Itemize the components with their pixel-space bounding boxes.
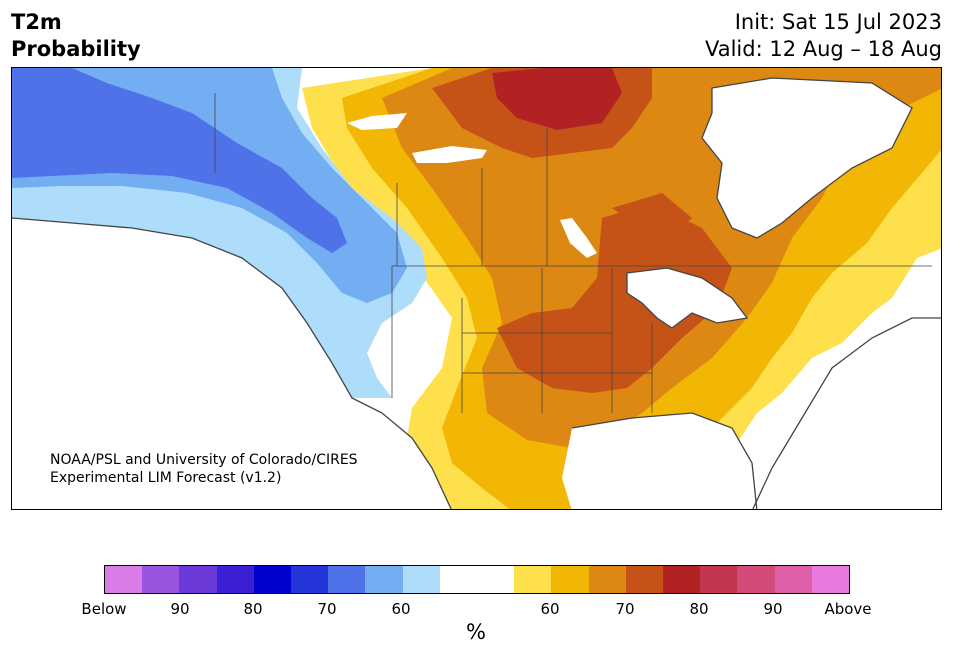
- credit-line-2: Experimental LIM Forecast (v1.2): [50, 470, 282, 486]
- colorbar-tick-label: Below: [81, 600, 127, 618]
- colorbar-cell: [588, 566, 626, 593]
- credit-line-1: NOAA/PSL and University of Colorado/CIRE…: [50, 452, 358, 468]
- great-lakes: [627, 268, 747, 328]
- colorbar-cell: [402, 566, 440, 593]
- great-bear-lake: [347, 113, 407, 130]
- colorbar-cell: [625, 566, 664, 593]
- colorbar-cell: [253, 566, 292, 593]
- colorbar-cell: [328, 566, 366, 593]
- colorbar-cell: [105, 566, 143, 593]
- forecast-dates: Init: Sat 15 Jul 2023 Valid: 12 Aug – 18…: [705, 9, 942, 63]
- cool-region-70: [12, 68, 347, 253]
- great-slave-lake: [412, 146, 487, 163]
- colorbar-cell: [811, 566, 850, 593]
- warm-region-75-central: [497, 203, 732, 393]
- probability-map: NOAA/PSL and University of Colorado/CIRE…: [12, 68, 941, 509]
- lake-winnipeg: [560, 218, 597, 258]
- colorbar-cell: [142, 566, 180, 593]
- coastlines: [12, 77, 941, 509]
- colorbar-tick-label: 80: [689, 600, 709, 618]
- colorbar-cell: [477, 566, 515, 593]
- colorbar-cell: [774, 566, 812, 593]
- colorbar-unit-label: %: [466, 620, 486, 644]
- title-quantity: Probability: [11, 37, 141, 61]
- colorbar-cell: [663, 566, 701, 593]
- colorbar-cell: [216, 566, 254, 593]
- map-credit: NOAA/PSL and University of Colorado/CIRE…: [50, 451, 358, 487]
- colorbar-cell: [700, 566, 738, 593]
- atlantic-ocean: [752, 318, 941, 509]
- probability-colorbar: [104, 565, 850, 594]
- colorbar-tick-label: 80: [243, 600, 263, 618]
- hudson-bay: [702, 78, 912, 238]
- init-date: Init: Sat 15 Jul 2023: [734, 10, 942, 34]
- colorbar-cell: [551, 566, 589, 593]
- map-panel: NOAA/PSL and University of Colorado/CIRE…: [11, 67, 942, 510]
- political-boundaries: [214, 93, 932, 413]
- title-variable: T2m: [11, 10, 62, 34]
- colorbar-tick-label: 60: [540, 600, 560, 618]
- valid-date: Valid: 12 Aug – 18 Aug: [704, 37, 942, 61]
- warm-region-75-ontario: [612, 193, 692, 243]
- colorbar-tick-label: Above: [824, 600, 872, 618]
- pacific-ocean: [12, 218, 452, 509]
- colorbar-tick-label: 90: [763, 600, 783, 618]
- colorbar-cell: [179, 566, 217, 593]
- colorbar-cell: [365, 566, 403, 593]
- colorbar-tick-label: 70: [615, 600, 635, 618]
- gulf-of-mexico: [562, 413, 757, 509]
- colorbar-tick-label: 70: [317, 600, 337, 618]
- colorbar-cell: [737, 566, 775, 593]
- warm-region-80: [492, 68, 622, 130]
- chart-title: T2m Probability: [11, 9, 141, 63]
- colorbar-tick-label: 60: [391, 600, 411, 618]
- colorbar-cell: [291, 566, 329, 593]
- colorbar-cell: [514, 566, 552, 593]
- colorbar-cell: [439, 566, 478, 593]
- colorbar-tick-label: 90: [170, 600, 190, 618]
